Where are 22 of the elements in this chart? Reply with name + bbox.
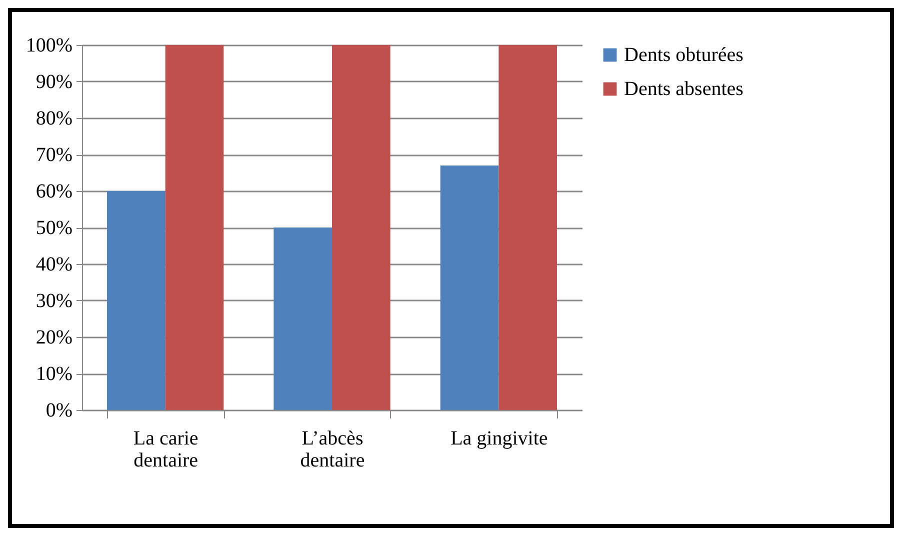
bar (498, 45, 557, 410)
legend-label: Dents absentes (624, 78, 744, 100)
bar (107, 191, 166, 410)
x-tick-label: La gingivite (450, 428, 548, 450)
y-tick-label: 0% (46, 400, 72, 422)
bar (332, 45, 390, 410)
y-tick-label: 50% (36, 217, 72, 239)
y-tick-label: 10% (36, 363, 72, 385)
y-tick-label: 80% (36, 108, 72, 130)
y-tick-label: 70% (36, 144, 72, 166)
y-tick-label: 30% (36, 290, 72, 312)
bar (440, 165, 499, 410)
y-tick-label: 100% (26, 34, 72, 56)
y-tick-label: 40% (36, 254, 72, 276)
y-tick-label: 20% (36, 326, 72, 348)
bar (165, 45, 224, 410)
y-tick-label: 90% (36, 71, 72, 93)
legend-label: Dents obturées (624, 44, 744, 66)
x-tick-label: L’abcès dentaire (300, 428, 365, 472)
y-tick-label: 60% (36, 180, 72, 202)
bar (274, 228, 332, 410)
x-tick-label: La carie dentaire (133, 428, 198, 472)
